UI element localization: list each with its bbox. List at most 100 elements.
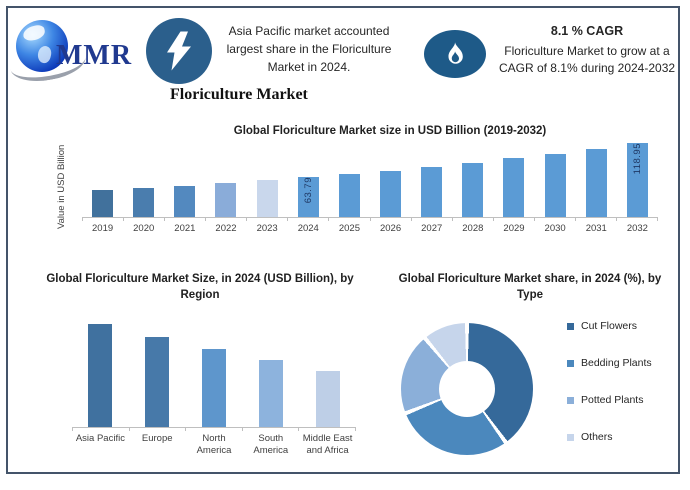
bar-slot: 63.79	[288, 177, 329, 217]
category-label-middle-east-and-africa: Middle East and Africa	[302, 433, 353, 456]
legend-swatch-potted-plants	[567, 396, 574, 404]
axis-tick	[72, 428, 130, 431]
bar-2028	[462, 163, 484, 217]
cagr-title: 8.1 % CAGR	[550, 24, 624, 38]
x-axis	[82, 217, 659, 221]
legend-swatch-others	[567, 433, 574, 441]
category-label-south-america: South America	[253, 433, 289, 456]
axis-tick	[165, 218, 207, 221]
category-label-2025: 2025	[338, 223, 360, 234]
region-chart-plot: Asia Pacific Europe North America South Ame…	[72, 324, 356, 457]
bar-asia-pacific	[88, 324, 113, 427]
legend-item-bedding-plants: Bedding Plants	[567, 357, 652, 369]
bar-2032: 118.95	[626, 143, 648, 217]
bar-slot	[205, 183, 246, 217]
type-share-donut	[401, 323, 533, 455]
lightning-badge	[146, 18, 212, 84]
bar-2023	[256, 180, 278, 217]
bar-slot	[82, 190, 123, 217]
bar-data-label: 118.95	[631, 143, 643, 175]
category-label-2031: 2031	[585, 223, 607, 234]
page-title: Floriculture Market	[170, 86, 308, 103]
axis-tick	[288, 218, 330, 221]
market-highlight-text: Asia Pacific market accounted largest sh…	[226, 24, 392, 74]
bar-2022	[215, 183, 237, 217]
category-label-north-america: North America	[196, 433, 232, 456]
axis-tick	[453, 218, 494, 221]
legend-label-cut-flowers: Cut Flowers	[581, 320, 638, 332]
bar-slot	[576, 149, 617, 217]
category-label-2021: 2021	[174, 223, 196, 234]
x-axis-labels: 2019 2020 2021 2022 2023 2024 2025 2026 2027 2028…	[82, 221, 658, 235]
globe-logo-icon	[16, 20, 68, 72]
legend-item-cut-flowers: Cut Flowers	[567, 320, 652, 332]
axis-tick	[130, 428, 187, 431]
bar-2031	[585, 149, 607, 217]
category-label-2030: 2030	[544, 223, 566, 234]
bar-slot	[370, 171, 411, 217]
type-share-chart-title: Global Floriculture Market share, in 202…	[398, 273, 662, 301]
axis-tick	[576, 218, 618, 221]
legend-item-others: Others	[567, 431, 652, 443]
cagr-text: Floriculture Market to grow at a CAGR of…	[498, 44, 676, 76]
category-label-2029: 2029	[503, 223, 525, 234]
market-size-chart-title: Global Floriculture Market size in USD B…	[233, 125, 547, 137]
bar-slot	[329, 174, 370, 217]
flame-icon	[448, 42, 463, 64]
bar-middle-east-and-africa	[315, 371, 340, 427]
bar-slot	[129, 337, 186, 427]
bar-north-america	[201, 349, 226, 427]
category-label-2032: 2032	[626, 223, 648, 234]
axis-tick	[617, 218, 659, 221]
category-label-asia-pacific: Asia Pacific	[75, 433, 125, 444]
bar-slot	[452, 163, 493, 217]
axis-tick	[329, 218, 371, 221]
y-axis-label: Value in USD Billion	[56, 144, 67, 230]
type-share-legend: Cut Flowers Bedding Plants Potted Plants Ot…	[567, 320, 652, 443]
bar-2021	[174, 186, 196, 217]
bar-europe	[145, 337, 170, 427]
bar-slot	[242, 360, 299, 427]
bar-2024: 63.79	[297, 177, 319, 217]
axis-tick	[371, 218, 412, 221]
axis-tick	[299, 428, 356, 431]
category-label-2027: 2027	[421, 223, 443, 234]
axis-tick	[186, 428, 243, 431]
bar-slot	[411, 167, 452, 217]
category-label-2024: 2024	[297, 223, 319, 234]
category-label-2026: 2026	[379, 223, 402, 234]
axis-tick	[494, 218, 535, 221]
bars-row: 63.79 118.95	[82, 143, 658, 217]
legend-label-bedding-plants: Bedding Plants	[581, 357, 652, 369]
bar-data-label: 63.79	[302, 177, 314, 204]
legend-swatch-bedding-plants	[567, 359, 574, 367]
bar-slot	[164, 186, 205, 217]
legend-label-others: Others	[581, 431, 613, 443]
legend-swatch-cut-flowers	[567, 322, 574, 330]
bar-slot: 118.95	[617, 143, 658, 217]
lightning-icon	[167, 31, 191, 71]
logo-text: MMR	[56, 40, 133, 71]
donut-hole	[439, 361, 495, 417]
bar-2019	[92, 190, 114, 217]
bar-2025	[338, 174, 360, 217]
bar-slot	[247, 180, 288, 217]
axis-tick	[412, 218, 453, 221]
axis-tick	[124, 218, 166, 221]
bar-slot	[299, 371, 356, 427]
x-axis	[72, 427, 356, 431]
bar-2029	[503, 158, 525, 217]
category-label-2028: 2028	[462, 223, 484, 234]
bar-slot	[123, 188, 164, 217]
mmr-logo: MMR	[7, 16, 144, 87]
bar-south-america	[258, 360, 283, 427]
bar-slot	[493, 158, 534, 217]
category-label-europe: Europe	[141, 433, 173, 444]
market-size-plot: 63.79 118.95 2019 2020 2021 2022 2023 2024 2025 2…	[82, 143, 659, 235]
axis-tick	[247, 218, 289, 221]
axis-tick	[206, 218, 248, 221]
category-label-2023: 2023	[256, 223, 278, 234]
axis-tick	[82, 218, 125, 221]
x-axis-labels: Asia Pacific Europe North America South Ame…	[72, 431, 356, 457]
